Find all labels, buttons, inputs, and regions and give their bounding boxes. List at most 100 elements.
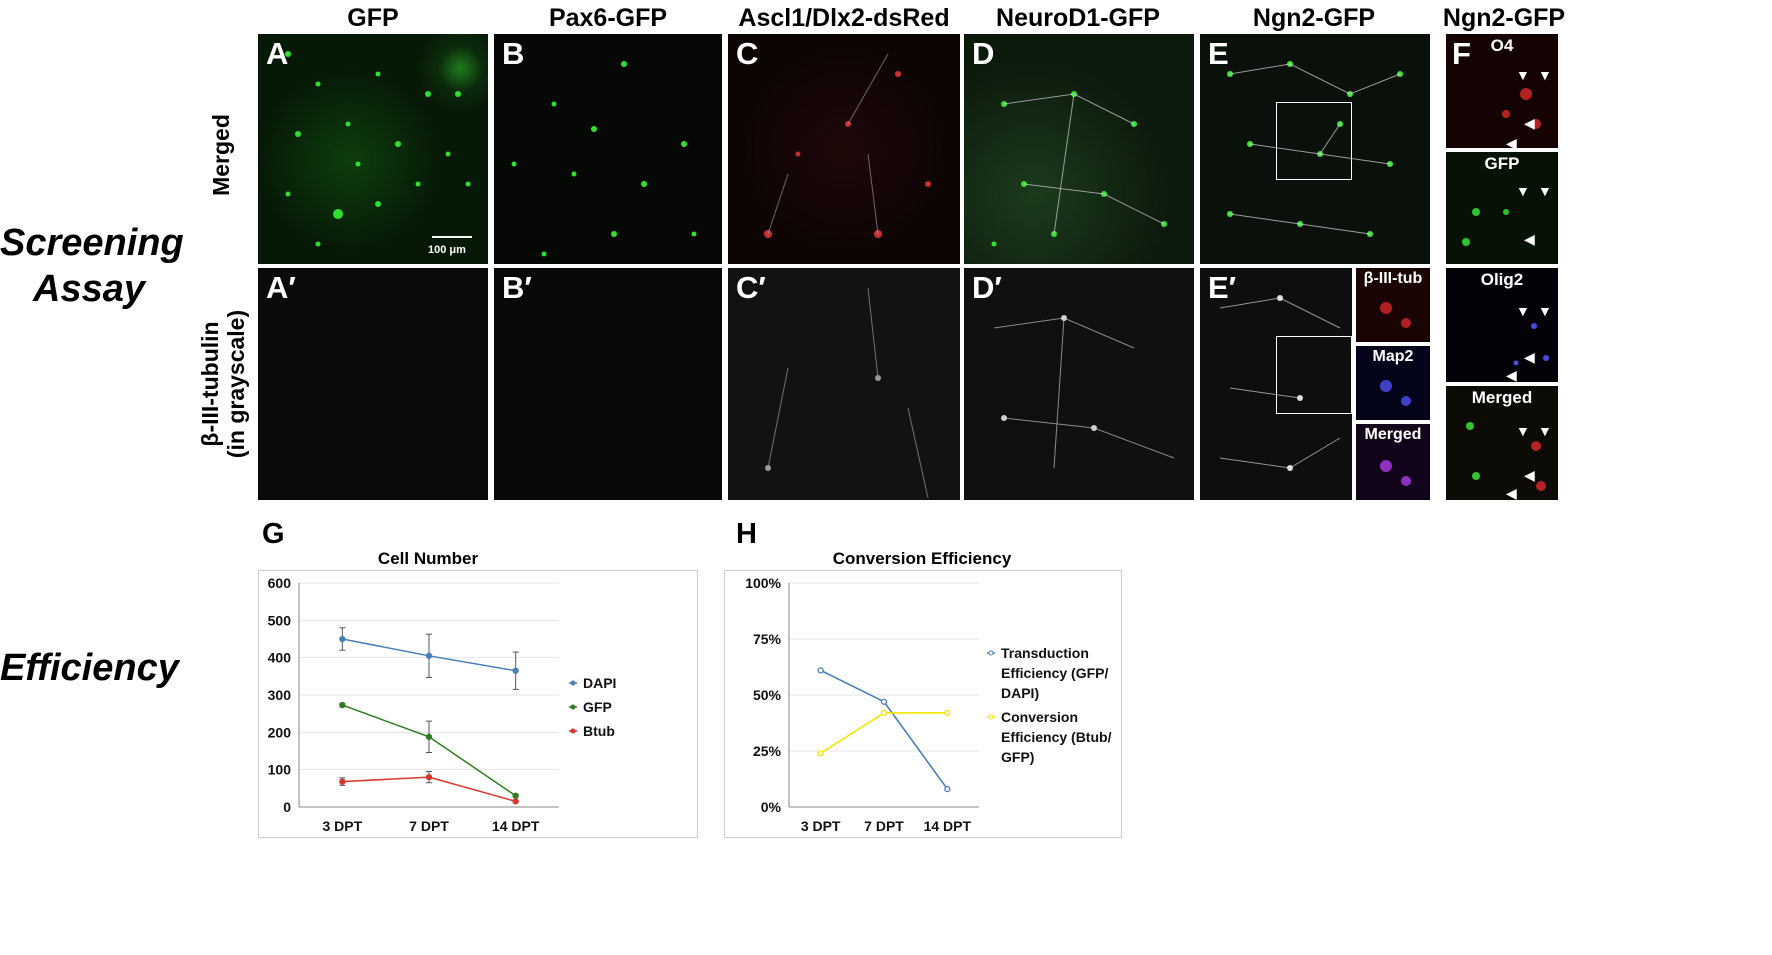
cell-dots-inset-merged	[1380, 460, 1411, 486]
series-line	[820, 712, 948, 754]
inset-e-map2: Map2	[1356, 346, 1430, 420]
y-tick-label: 0	[283, 799, 291, 815]
zoom-box-e-prime	[1276, 336, 1352, 414]
chart-h-title: Conversion Efficiency	[832, 549, 1012, 568]
column-title-ngn2-gfp-f: Ngn2-GFP	[1442, 4, 1566, 32]
legend-label: Btub	[583, 723, 615, 739]
data-point	[512, 792, 519, 799]
cell-dots-inset-map2	[1380, 380, 1411, 406]
legend-label: Efficiency (Btub/	[1001, 729, 1112, 745]
neurites-c-prime	[765, 287, 929, 499]
x-tick-label: 14 DPT	[924, 818, 972, 834]
y-tick-label: 400	[268, 650, 292, 666]
row-label-merged: Merged	[208, 114, 234, 196]
data-point	[339, 778, 346, 785]
legend-label: Conversion	[1001, 709, 1078, 725]
panel-label-g: G	[262, 518, 285, 550]
data-point	[944, 785, 951, 793]
chart-cell-number: 0 100 200 300 400 500 600 3 DPT 7 DPT 14 DPT DAPI G…	[258, 570, 698, 838]
inset-label-map2: Map2	[1372, 348, 1414, 365]
arrowhead-icon: ◀	[1524, 115, 1535, 131]
arrowhead-icon: ◀	[1506, 135, 1517, 148]
inset-e-merged: Merged	[1356, 424, 1430, 500]
legend-marker	[570, 680, 576, 686]
panel-label-a-prime: A′	[266, 270, 296, 305]
legend-label: GFP	[583, 699, 612, 715]
cell-dots-inset-btub	[1380, 302, 1411, 328]
data-point	[944, 709, 951, 717]
arrowhead-icon: ◀	[1524, 231, 1535, 247]
row-label-tubulin: β-III-tubulin (in grayscale)	[197, 309, 249, 459]
arrowhead-icon: ◀	[1506, 367, 1517, 382]
panel-label-e: E	[1208, 36, 1229, 71]
legend-label: Efficiency (GFP/	[1001, 665, 1108, 681]
data-point	[339, 701, 346, 709]
column-title-gfp: GFP	[347, 4, 399, 32]
data-point	[425, 652, 433, 659]
column-title-pax6-gfp: Pax6-GFP	[548, 4, 668, 32]
panel-b-prime: B′	[494, 268, 722, 500]
panel-label-b: B	[502, 36, 525, 71]
panel-label-d-prime: D′	[972, 270, 1002, 305]
data-point	[339, 635, 346, 643]
column-title-ngn2-gfp: Ngn2-GFP	[1252, 4, 1376, 32]
panel-c-prime: C′	[728, 268, 960, 500]
legend-label: Transduction	[1001, 645, 1089, 661]
inset-e-btub: β-III-tub	[1356, 268, 1430, 342]
panel-c: C	[728, 34, 960, 264]
cell-dots-c	[764, 53, 931, 238]
x-tick-label: 7 DPT	[409, 818, 449, 834]
x-tick-label: 3 DPT	[322, 818, 362, 834]
panel-a-prime: A′	[258, 268, 488, 500]
arrowhead-icon: ◀	[1524, 349, 1535, 365]
legend-marker	[570, 728, 576, 734]
chart-h-svg: 0% 25% 50% 75% 100% 3 DPT 7 DPT 14 DPT Transduct…	[745, 575, 1112, 834]
x-tick-label: 7 DPT	[864, 818, 904, 834]
panel-label-h: H	[736, 518, 757, 550]
arrowhead-icon: ▼	[1538, 67, 1552, 83]
zoom-box-e	[1276, 102, 1352, 180]
y-tick-label: 75%	[753, 631, 782, 647]
arrowhead-icon: ▼	[1538, 183, 1552, 199]
panel-f-o4: F O4 ▼ ▼ ◀ ◀	[1446, 34, 1558, 148]
panel-label-f: F	[1452, 36, 1471, 71]
panel-f-merged: Merged ▼ ▼ ◀ ◀	[1446, 386, 1558, 500]
inset-label-o4: O4	[1490, 36, 1514, 55]
inset-label-gfp: GFP	[1484, 154, 1520, 173]
arrowhead-icon: ▼	[1516, 67, 1530, 83]
y-tick-label: 200	[268, 724, 292, 740]
inset-label-e-merged: Merged	[1364, 426, 1422, 443]
cell-dots-f-olig2	[1513, 323, 1549, 366]
arrowhead-icon: ◀	[1524, 467, 1535, 483]
y-tick-label: 300	[268, 687, 292, 703]
panel-label-c: C	[736, 36, 759, 71]
panel-label-d: D	[972, 36, 995, 71]
efficiency-label: Efficiency	[0, 647, 179, 689]
chart-g-svg: 0 100 200 300 400 500 600 3 DPT 7 DPT 14 DPT DAPI G…	[268, 575, 617, 834]
y-tick-label: 100	[268, 762, 292, 778]
data-point	[817, 667, 824, 674]
panel-label-a: A	[266, 36, 289, 71]
y-tick-label: 0%	[761, 799, 782, 815]
y-tick-label: 600	[268, 575, 292, 591]
legend-label: DAPI	[583, 675, 616, 691]
scale-bar-label: 100 μm	[428, 244, 466, 256]
data-point	[425, 773, 433, 781]
inset-label-btub: β-III-tub	[1363, 270, 1423, 287]
panel-b: B	[494, 34, 722, 264]
chart-g-title: Cell Number	[377, 549, 479, 568]
cell-dots-b	[511, 61, 697, 257]
panel-a: A 100 μm	[258, 34, 488, 264]
legend-marker	[570, 704, 576, 710]
cell-dots-e	[1227, 61, 1403, 237]
inset-label-f-merged: Merged	[1471, 388, 1533, 407]
data-point	[880, 709, 888, 717]
y-tick-label: 500	[268, 612, 292, 628]
y-tick-label: 100%	[745, 575, 781, 591]
panel-label-e-prime: E′	[1208, 270, 1237, 305]
arrowhead-icon: ◀	[1506, 485, 1517, 500]
panel-d: D	[964, 34, 1194, 264]
column-title-ascl1-dlx2: Ascl1/Dlx2-dsRed	[738, 4, 950, 32]
cell-dots-f-merged	[1466, 422, 1546, 491]
series-line	[820, 669, 948, 790]
